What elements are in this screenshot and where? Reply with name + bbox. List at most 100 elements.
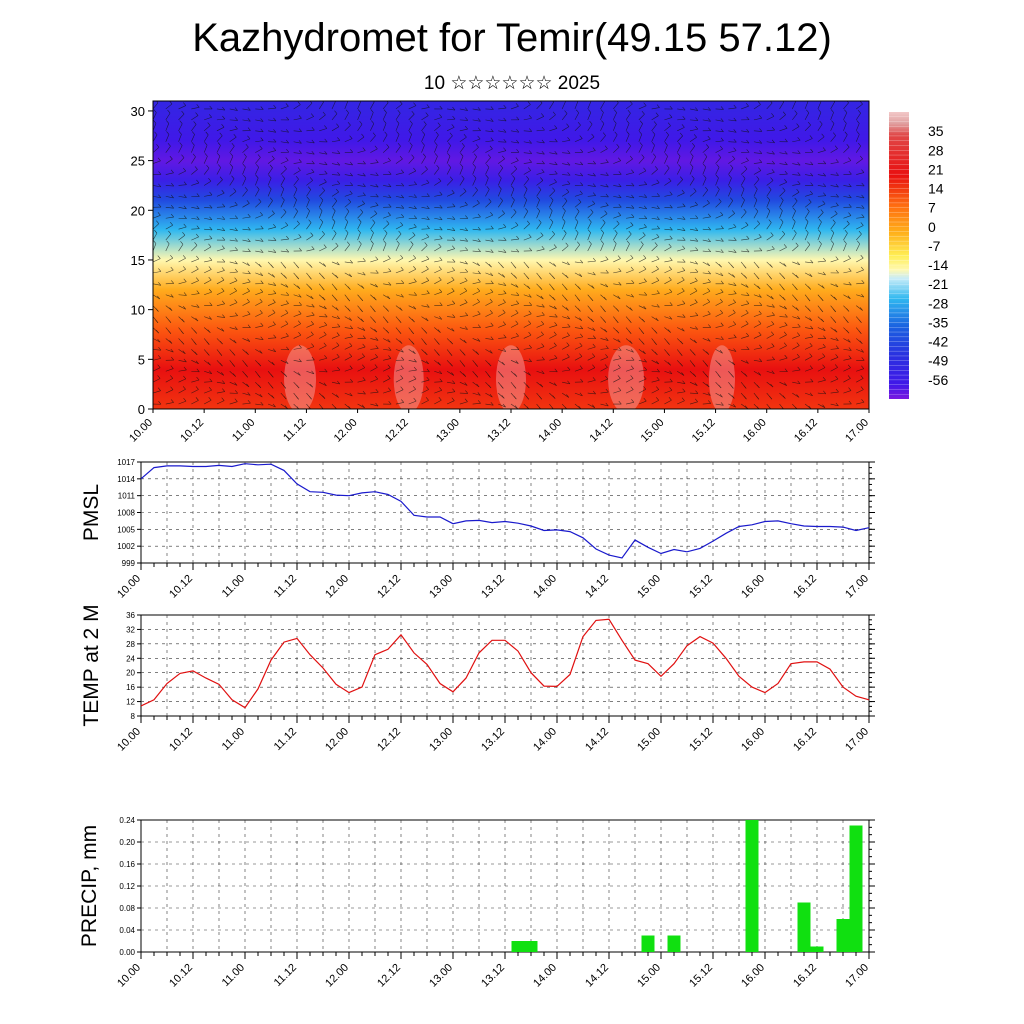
wind-barb xyxy=(510,168,517,175)
wind-barb-flag xyxy=(234,382,238,386)
wind-barb-flag xyxy=(835,193,839,198)
wind-barb xyxy=(855,145,861,153)
wind-barb-flag xyxy=(426,304,430,308)
wind-barb xyxy=(740,178,746,186)
wind-barb-flag xyxy=(618,400,622,405)
wind-barb-flag xyxy=(209,378,213,382)
wind-barb-flag xyxy=(477,392,481,396)
wind-barb-flag xyxy=(682,388,686,392)
wind-barb-flag xyxy=(285,300,289,304)
wind-barb xyxy=(830,101,835,110)
wind-barb-flag xyxy=(281,175,285,179)
wind-barb xyxy=(766,294,774,300)
wind-barb-flag xyxy=(643,278,647,282)
wind-barb xyxy=(843,112,848,121)
wind-barb-flag xyxy=(324,138,328,143)
wind-barb-flag xyxy=(474,186,478,191)
wind-barb-flag xyxy=(719,145,723,150)
wind-barb xyxy=(191,293,200,296)
wind-barb-flag xyxy=(566,123,570,127)
wind-barb-flag xyxy=(733,321,736,325)
wind-barb xyxy=(255,301,263,306)
wind-barb xyxy=(574,201,582,208)
wind-barb-flag xyxy=(222,216,226,220)
x-tick-label: 10.00 xyxy=(115,962,143,990)
wind-barb xyxy=(587,123,593,131)
wind-barb-flag xyxy=(398,230,402,235)
wind-barb-flag xyxy=(208,114,212,118)
wind-barb xyxy=(306,171,315,175)
wind-barb-flag xyxy=(400,222,404,226)
wind-barb-flag xyxy=(447,142,451,146)
wind-barb-flag xyxy=(332,218,336,222)
wind-barb xyxy=(344,163,353,166)
wind-barb-flag xyxy=(567,180,571,185)
wind-barb-flag xyxy=(208,178,212,182)
chart-title: Kazhydromet for Temir(49.15 57.12) xyxy=(192,16,832,60)
wind-barb xyxy=(549,221,554,230)
wind-barb-flag xyxy=(194,351,198,356)
wind-barb-flag xyxy=(874,168,877,171)
wind-barb xyxy=(562,356,570,361)
wind-barb-flag xyxy=(166,240,170,244)
wind-barb-flag xyxy=(183,167,186,172)
wind-barb xyxy=(204,207,213,209)
wind-barb-flag xyxy=(154,131,158,136)
y-tick-label: 8 xyxy=(131,712,136,721)
wind-barb-flag xyxy=(449,132,453,137)
wind-barb xyxy=(178,360,187,363)
wind-barb xyxy=(740,403,748,409)
wind-barb-flag xyxy=(588,109,592,113)
wind-barb-flag xyxy=(209,257,213,261)
wind-barb xyxy=(229,271,238,274)
x-tick-label: 11.12 xyxy=(281,417,308,444)
wind-barb xyxy=(792,152,801,154)
wind-barb-flag xyxy=(259,212,263,216)
wind-barb xyxy=(178,294,187,296)
wind-barb-flag xyxy=(182,255,186,259)
wind-barb xyxy=(702,313,711,317)
wind-barb xyxy=(523,347,532,350)
wind-barb xyxy=(510,130,519,133)
wind-barb-flag xyxy=(179,120,183,124)
wind-barb xyxy=(382,223,390,230)
wind-barb xyxy=(523,370,531,376)
wind-barb-flag xyxy=(361,200,365,204)
wind-barb xyxy=(331,305,339,311)
wind-barb xyxy=(395,103,403,110)
wind-barb xyxy=(817,403,826,408)
wind-barb xyxy=(715,189,720,197)
y-tick-label: 32 xyxy=(126,625,135,634)
wind-barb xyxy=(817,174,826,177)
wind-barb-flag xyxy=(255,164,259,168)
x-tick-label: 16.12 xyxy=(791,962,819,990)
wind-barb-flag xyxy=(731,210,735,214)
wind-barb-flag xyxy=(426,104,430,108)
wind-barb xyxy=(331,345,340,350)
wind-barb-flag xyxy=(196,368,200,372)
wind-barb xyxy=(523,162,532,164)
wind-barb xyxy=(267,158,275,164)
wind-barb-flag xyxy=(669,302,673,306)
wind-barb xyxy=(472,281,481,285)
pmsl-line xyxy=(140,463,870,559)
wind-barb-flag xyxy=(730,374,734,378)
colorbar-label: -7 xyxy=(928,238,941,254)
wind-barb-flag xyxy=(463,188,467,192)
wind-barb-flag xyxy=(195,265,199,270)
wind-barb xyxy=(331,140,340,143)
wind-barb-flag xyxy=(247,135,251,140)
wind-barb-flag xyxy=(783,305,787,310)
wind-barb-flag xyxy=(476,262,480,266)
wind-barb-flag xyxy=(656,290,660,294)
wind-barb xyxy=(498,302,506,306)
wind-barb xyxy=(447,206,456,208)
wind-barb-flag xyxy=(694,299,698,303)
wind-barb xyxy=(242,338,250,342)
wind-barb-flag xyxy=(513,395,517,400)
wind-barb xyxy=(638,145,643,153)
wind-barb xyxy=(766,235,774,241)
wind-barb-flag xyxy=(541,126,545,131)
wind-barb xyxy=(280,238,289,241)
wind-barb xyxy=(344,125,351,132)
